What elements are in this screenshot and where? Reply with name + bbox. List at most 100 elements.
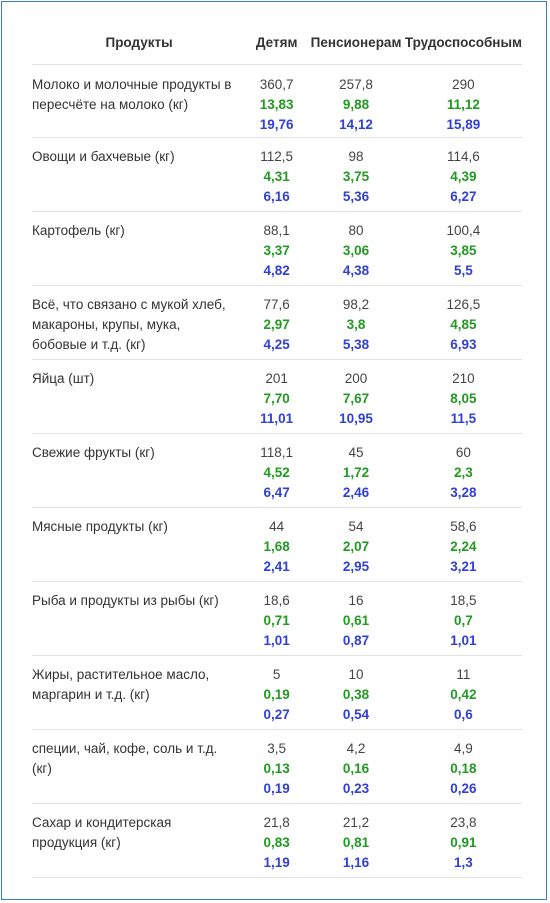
table-row: Мясные продукты (кг) 44 1,68 2,41 54 2,07 2,95…: [32, 507, 522, 582]
value-cell-children: 360,7 13,83 19,76: [246, 64, 308, 138]
annual-value: 58,6: [450, 519, 477, 534]
blue-value: 2,95: [342, 559, 370, 574]
blue-value: 1,3: [454, 855, 473, 870]
annual-value: 44: [269, 519, 285, 534]
annual-value: 11: [456, 667, 471, 682]
blue-value: 2,46: [342, 485, 370, 500]
value-cell-children: 118,1 4,52 6,47: [246, 433, 308, 508]
green-value: 2,3: [454, 465, 473, 480]
green-value: 13,83: [259, 97, 294, 112]
annual-value: 114,6: [447, 149, 480, 164]
blue-value: 2,41: [263, 559, 290, 574]
blue-value: 1,01: [450, 633, 477, 648]
green-value: 0,16: [342, 761, 370, 776]
green-value: 0,7: [454, 613, 473, 628]
header-children: Детям: [246, 20, 308, 65]
value-cell-children: 88,1 3,37 4,82: [246, 211, 308, 286]
green-value: 0,61: [342, 613, 370, 628]
green-value: 0,81: [342, 835, 370, 850]
value-cell-pensioners: 80 3,06 4,38: [307, 211, 405, 286]
annual-value: 54: [348, 519, 364, 534]
green-value: 4,52: [263, 465, 290, 480]
green-value: 3,06: [342, 243, 370, 258]
annual-value: 88,1: [263, 223, 290, 238]
table-row: Жиры, растительное масло, маргарин и т.д…: [32, 655, 522, 730]
value-cell-pensioners: 257,8 9,88 14,12: [307, 64, 405, 138]
header-products: Продукты: [32, 20, 247, 65]
green-value: 2,24: [450, 539, 477, 554]
annual-value: 10: [348, 667, 364, 682]
green-value: 7,67: [342, 391, 370, 406]
blue-value: 10,95: [339, 411, 373, 426]
annual-value: 5: [272, 667, 281, 682]
annual-value: 18,6: [263, 593, 290, 608]
blue-value: 0,23: [342, 781, 370, 796]
blue-value: 4,82: [263, 263, 290, 278]
annual-value: 118,1: [260, 445, 294, 460]
blue-value: 19,76: [259, 117, 294, 132]
value-cell-pensioners: 98,2 3,8 5,38: [307, 285, 405, 360]
green-value: 0,91: [450, 835, 477, 850]
product-name: Рыба и продукты из рыбы (кг): [32, 581, 247, 656]
green-value: 11,12: [446, 97, 480, 112]
table-row: Молоко и молочные продукты в пересчёте н…: [32, 64, 522, 138]
green-value: 4,85: [450, 317, 477, 332]
green-value: 8,05: [450, 391, 477, 406]
value-cell-children: 44 1,68 2,41: [246, 507, 308, 582]
annual-value: 16: [348, 593, 364, 608]
value-cell-pensioners: 200 7,67 10,95: [307, 359, 405, 434]
value-cell-children: 77,6 2,97 4,25: [246, 285, 308, 360]
table-header-row: Продукты Детям Пенсионерам Трудоспособны…: [32, 20, 522, 65]
blue-value: 0,87: [342, 633, 370, 648]
green-value: 4,39: [450, 169, 477, 184]
value-cell-children: 5 0,19 0,27: [246, 655, 308, 730]
product-name: Сахар и кондитерская продукция (кг): [32, 803, 247, 878]
annual-value: 4,9: [454, 741, 473, 756]
annual-value: 112,5: [260, 149, 294, 164]
blue-value: 1,16: [342, 855, 370, 870]
table-row: Всё, что связано с мукой хлеб, макароны,…: [32, 285, 522, 360]
value-cell-working: 126,5 4,85 6,93: [404, 285, 522, 360]
value-cell-children: 201 7,70 11,01: [246, 359, 308, 434]
annual-value: 77,6: [263, 297, 290, 312]
green-value: 0,13: [263, 761, 290, 776]
table-row: Овощи и бахчевые (кг) 112,5 4,31 6,16 98 3,75…: [32, 137, 522, 212]
annual-value: 60: [455, 445, 471, 460]
value-cell-pensioners: 16 0,61 0,87: [307, 581, 405, 656]
blue-value: 1,19: [263, 855, 290, 870]
annual-value: 126,5: [446, 297, 481, 312]
value-cell-working: 23,8 0,91 1,3: [404, 803, 522, 878]
table-row: Свежие фрукты (кг) 118,1 4,52 6,47 45 1,72 2,4…: [32, 433, 522, 508]
product-name: Картофель (кг): [32, 211, 247, 286]
annual-value: 100,4: [446, 223, 481, 238]
food-basket-table: Продукты Детям Пенсионерам Трудоспособны…: [32, 20, 522, 878]
green-value: 1,68: [263, 539, 290, 554]
blue-value: 3,28: [450, 485, 477, 500]
product-name: Всё, что связано с мукой хлеб, макароны,…: [32, 285, 247, 360]
value-cell-children: 3,5 0,13 0,19: [246, 729, 308, 804]
annual-value: 3,5: [267, 741, 287, 756]
blue-value: 6,27: [450, 189, 477, 204]
blue-value: 6,16: [263, 189, 290, 204]
green-value: 3,85: [450, 243, 477, 258]
value-cell-pensioners: 21,2 0,81 1,16: [307, 803, 405, 878]
value-cell-working: 210 8,05 11,5: [404, 359, 522, 434]
value-cell-pensioners: 10 0,38 0,54: [307, 655, 405, 730]
blue-value: 0,54: [342, 707, 370, 722]
blue-value: 15,89: [446, 117, 481, 132]
annual-value: 21,2: [342, 815, 370, 830]
annual-value: 21,8: [263, 815, 290, 830]
blue-value: 11,5: [450, 411, 477, 426]
value-cell-working: 114,6 4,39 6,27: [404, 137, 522, 212]
blue-value: 0,27: [263, 707, 290, 722]
annual-value: 45: [348, 445, 364, 460]
annual-value: 200: [344, 371, 368, 386]
value-cell-working: 11 0,42 0,6: [404, 655, 522, 730]
product-name: Молоко и молочные продукты в пересчёте н…: [32, 64, 247, 138]
green-value: 3,8: [346, 317, 366, 332]
green-value: 3,75: [342, 169, 370, 184]
green-value: 0,83: [263, 835, 290, 850]
product-name: Жиры, растительное масло, маргарин и т.д…: [32, 655, 247, 730]
value-cell-children: 21,8 0,83 1,19: [246, 803, 308, 878]
